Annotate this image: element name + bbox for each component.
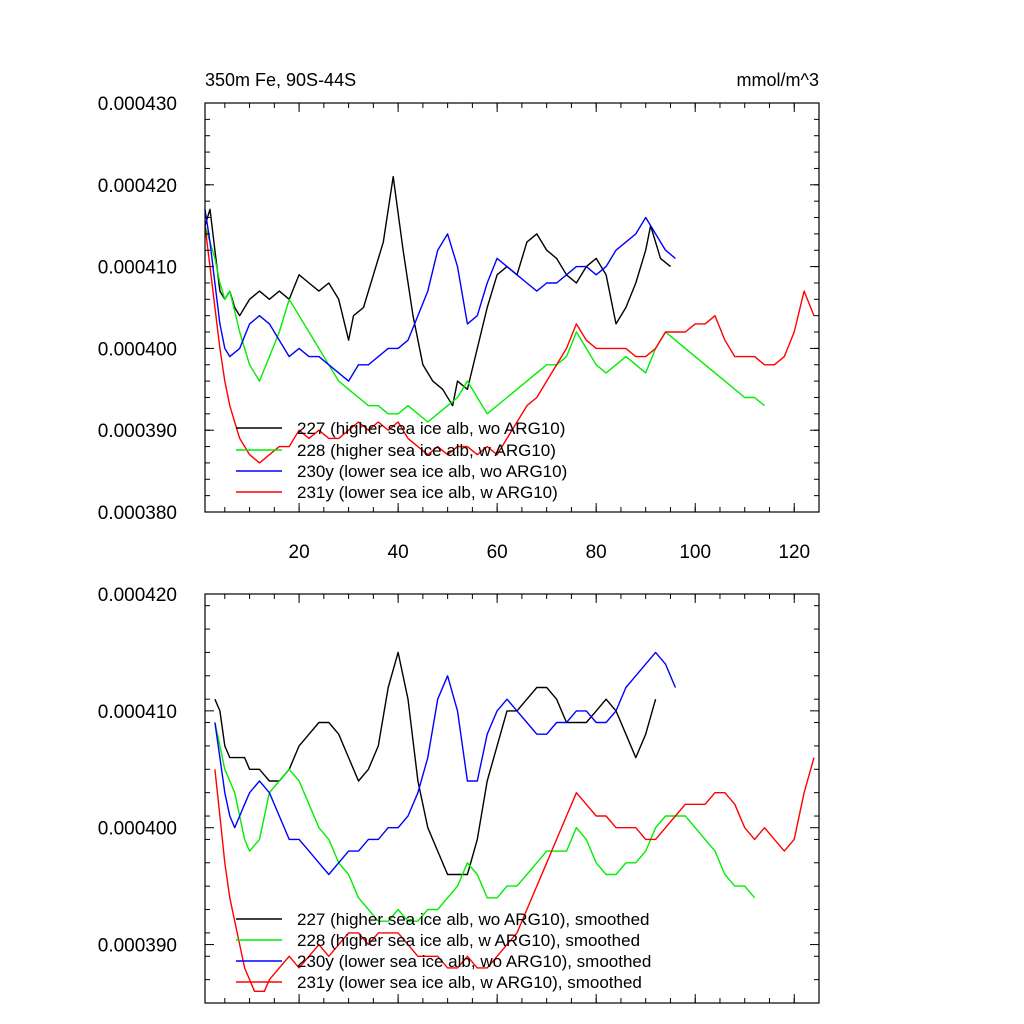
series-line-bottom-3 [214,757,815,992]
y-tick-label-top-4: 0.000420 [98,176,177,197]
x-tick-label-top-3: 80 [586,542,607,563]
x-tick-label-top-4: 100 [679,542,711,563]
panel-bottom-series-group [214,651,815,992]
y-tick-label-top-5: 0.000430 [98,94,177,115]
y-tick-label-bottom-0: 0.000390 [98,936,177,957]
panel-top-series-group [204,175,815,464]
panel-top-y-tick-labels: 0.000380 0.000390 0.000400 0.000410 0.000420… [98,94,177,524]
panel-bottom-legend: 227 (higher sea ice alb, wo ARG10), smoo… [236,910,651,992]
y-tick-label-top-0: 0.000380 [98,503,177,524]
panel-top-legend: 227 (higher sea ice alb, wo ARG10) 228 (… [236,419,567,502]
y-tick-label-bottom-3: 0.000420 [98,585,177,606]
series-line-top-3 [204,225,815,464]
panel-top: 350m Fe, 90S-44S mmol/m^3 0.0003800.0003… [98,70,820,563]
legend-label-230y-smoothed: 230y (lower sea ice alb, wo ARG10), smoo… [297,952,651,971]
panel-top-title: 350m Fe, 90S-44S [205,70,356,90]
legend-label-231y-smoothed: 231y (lower sea ice alb, w ARG10), smoot… [297,973,642,992]
x-tick-label-top-2: 60 [487,542,508,563]
series-line-bottom-0 [214,651,657,876]
x-tick-label-top-1: 40 [388,542,409,563]
x-tick-label-top-0: 20 [289,542,310,563]
y-tick-label-bottom-2: 0.000410 [98,702,177,723]
series-line-bottom-1 [214,722,756,922]
y-tick-label-bottom-1: 0.000400 [98,819,177,840]
legend-label-231y: 231y (lower sea ice alb, w ARG10) [297,483,558,502]
y-tick-label-top-3: 0.000410 [98,258,177,279]
legend-label-227: 227 (higher sea ice alb, wo ARG10) [297,419,565,438]
legend-label-228-smoothed: 228 (higher sea ice alb, w ARG10), smoot… [297,931,640,950]
panel-bottom-axes-frame [204,593,820,1004]
y-tick-label-top-2: 0.000400 [98,339,177,360]
series-line-top-2 [204,209,676,382]
panel-bottom-y-tick-labels: 0.000390 0.000400 0.000410 0.000420 [98,585,177,957]
panel-top-units: mmol/m^3 [737,70,819,90]
x-tick-label-top-5: 120 [778,542,810,563]
panel-top-x-tick-labels: 20 40 60 80 100 120 [289,542,811,563]
series-line-bottom-2 [214,651,677,876]
series-line-top-0 [204,175,671,407]
series-line-top-1 [204,225,765,423]
panel-bottom: 0.000390 0.000400 0.000410 0.000420 227 (hi… [98,585,820,1004]
y-tick-label-top-1: 0.000390 [98,421,177,442]
legend-label-227-smoothed: 227 (higher sea ice alb, wo ARG10), smoo… [297,910,649,929]
legend-label-228: 228 (higher sea ice alb, w ARG10) [297,441,556,460]
panel-top-axes-frame [204,102,820,513]
legend-label-230y: 230y (lower sea ice alb, wo ARG10) [297,462,567,481]
